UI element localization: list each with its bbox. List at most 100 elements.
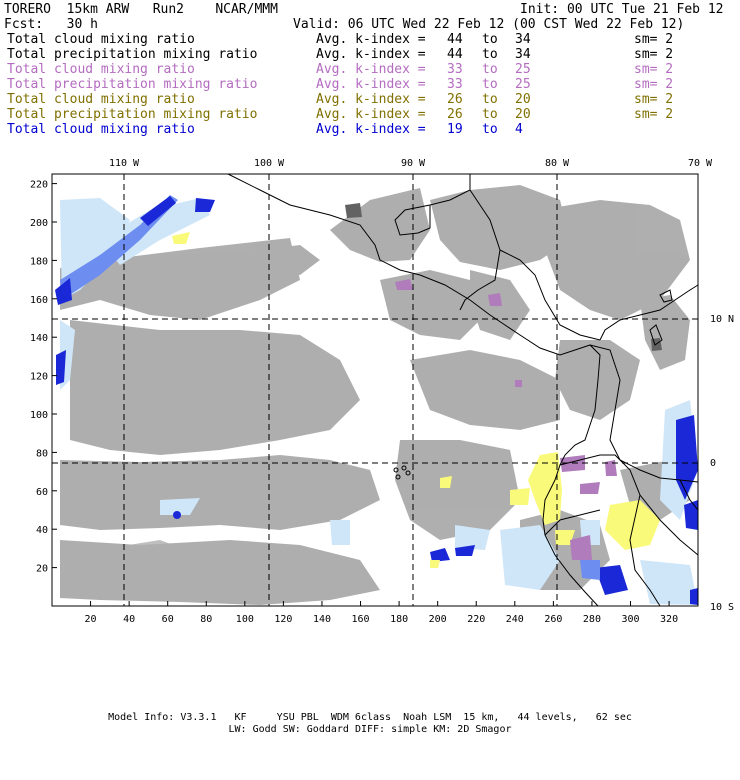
- field-legend-row: Total precipitation mixing ratio Avg. k-i…: [7, 107, 732, 122]
- y-tick-label: 80: [36, 448, 48, 459]
- kindex-from: 33: [447, 62, 463, 77]
- y-tick-label: 180: [30, 256, 48, 267]
- y-tick-label: 140: [30, 333, 48, 344]
- lon-labels: 110 W 100 W 90 W 80 W 70 W: [109, 158, 713, 169]
- kindex-to: 34: [515, 32, 531, 47]
- x-tick-label: 80: [200, 614, 212, 625]
- x-tick-label: 100: [236, 614, 254, 625]
- kindex-to: 20: [515, 92, 531, 107]
- weather-map: 110 W 100 W 90 W 80 W 70 W 10 N 0 10 S 2…: [30, 158, 734, 625]
- kindex-label: Avg. k-index =: [316, 77, 426, 92]
- kindex-to: 25: [515, 62, 531, 77]
- kindex-label: Avg. k-index =: [316, 62, 426, 77]
- y-tick-label: 160: [30, 295, 48, 306]
- x-tick-label: 220: [467, 614, 485, 625]
- lat-labels: 10 N 0 10 S: [710, 314, 734, 613]
- init-time: Init: 00 UTC Tue 21 Feb 12: [520, 2, 724, 17]
- lon-label: 100 W: [254, 158, 285, 169]
- y-tick-label: 200: [30, 218, 48, 229]
- x-tick-label: 200: [429, 614, 447, 625]
- sm-value: sm= 2: [634, 107, 674, 122]
- lat-label: 0: [710, 458, 716, 469]
- field-legend-row: Total cloud mixing ratio Avg. k-index = 19…: [7, 122, 732, 137]
- y-tick-label: 20: [36, 564, 48, 575]
- kindex-to-word: to: [482, 92, 498, 107]
- sm-value: sm= 2: [634, 77, 674, 92]
- x-tick-label: 20: [85, 614, 97, 625]
- model-info-line2: LW: Godd SW: Goddard DIFF: simple KM: 2D…: [228, 724, 512, 735]
- latlon-grid: [52, 174, 698, 606]
- x-tick-label: 240: [506, 614, 524, 625]
- lon-label: 110 W: [109, 158, 140, 169]
- valid-time: Valid: 06 UTC Wed 22 Feb 12 (00 CST Wed …: [293, 17, 685, 32]
- x-tick-label: 160: [352, 614, 370, 625]
- field-name: Total precipitation mixing ratio: [7, 77, 258, 92]
- y-tick-label: 40: [36, 525, 48, 536]
- y-tick-label: 220: [30, 180, 48, 191]
- kindex-to-word: to: [482, 122, 498, 137]
- x-tick-label: 280: [583, 614, 601, 625]
- model-title: TORERO 15km ARW Run2 NCAR/MMM: [4, 2, 278, 17]
- y-tick-label: 60: [36, 487, 48, 498]
- lat-label: 10 S: [710, 602, 734, 613]
- x-tick-label: 140: [313, 614, 331, 625]
- field-legend-row: Total cloud mixing ratio Avg. k-index = 26…: [7, 92, 732, 107]
- kindex-to: 4: [515, 122, 523, 137]
- x-tick-label: 40: [123, 614, 135, 625]
- sm-value: sm= 2: [634, 47, 674, 62]
- field-name: Total cloud mixing ratio: [7, 122, 195, 137]
- lon-label: 70 W: [688, 158, 713, 169]
- sm-value: sm= 2: [634, 62, 674, 77]
- kindex-from: 19: [447, 122, 463, 137]
- lon-label: 80 W: [545, 158, 570, 169]
- kindex-from: 26: [447, 92, 463, 107]
- kindex-label: Avg. k-index =: [316, 107, 426, 122]
- lat-label: 10 N: [710, 314, 734, 325]
- field-legend-row: Total precipitation mixing ratio Avg. k-i…: [7, 77, 732, 92]
- kindex-to: 25: [515, 77, 531, 92]
- kindex-to-word: to: [482, 62, 498, 77]
- coastlines: [227, 173, 699, 607]
- kindex-to: 34: [515, 47, 531, 62]
- y-tick-label: 100: [30, 410, 48, 421]
- kindex-label: Avg. k-index =: [316, 47, 426, 62]
- x-tick-label: 260: [544, 614, 562, 625]
- field-name: Total cloud mixing ratio: [7, 62, 195, 77]
- x-tick-label: 180: [390, 614, 408, 625]
- kindex-to: 20: [515, 107, 531, 122]
- kindex-to-word: to: [482, 77, 498, 92]
- kindex-from: 33: [447, 77, 463, 92]
- x-tick-label: 300: [621, 614, 639, 625]
- field-name: Total precipitation mixing ratio: [7, 107, 258, 122]
- field-name: Total cloud mixing ratio: [7, 92, 195, 107]
- x-grid-axis: 20 40 60 80 100 120 140 160 180 200 220 240 260 280 30…: [85, 601, 678, 625]
- precipitation-fields-yellow: [172, 232, 660, 568]
- kindex-from: 44: [447, 47, 463, 62]
- kindex-to-word: to: [482, 47, 498, 62]
- y-grid-axis: 220 200 180 160 140 120 100 80 60 40 20: [30, 180, 57, 575]
- kindex-label: Avg. k-index =: [316, 92, 426, 107]
- field-legend-row: Total cloud mixing ratio Avg. k-index = 33…: [7, 62, 732, 77]
- kindex-from: 44: [447, 32, 463, 47]
- x-tick-label: 320: [660, 614, 678, 625]
- kindex-label: Avg. k-index =: [316, 32, 426, 47]
- lon-label: 90 W: [401, 158, 426, 169]
- kindex-to-word: to: [482, 32, 498, 47]
- field-legend-row: Total precipitation mixing ratio Avg. k-i…: [7, 47, 732, 62]
- map-frame: [51, 173, 699, 607]
- kindex-label: Avg. k-index =: [316, 122, 426, 137]
- sm-value: sm= 2: [634, 32, 674, 47]
- map-plot-area: 110 W 100 W 90 W 80 W 70 W 10 N 0 10 S 2…: [30, 158, 734, 625]
- forecast-hour: Fcst: 30 h: [4, 17, 98, 32]
- cloud-fields-gray: [60, 185, 690, 605]
- kindex-from: 26: [447, 107, 463, 122]
- x-tick-label: 120: [274, 614, 292, 625]
- x-tick-label: 60: [162, 614, 174, 625]
- field-name: Total cloud mixing ratio: [7, 32, 195, 47]
- y-tick-label: 120: [30, 372, 48, 383]
- sm-value: sm= 2: [634, 92, 674, 107]
- kindex-to-word: to: [482, 107, 498, 122]
- model-info-line1: Model Info: V3.3.1 KF YSU PBL WDM 6class…: [108, 712, 632, 723]
- field-name: Total precipitation mixing ratio: [7, 47, 258, 62]
- field-legend-row: Total cloud mixing ratio Avg. k-index = 44…: [7, 32, 732, 47]
